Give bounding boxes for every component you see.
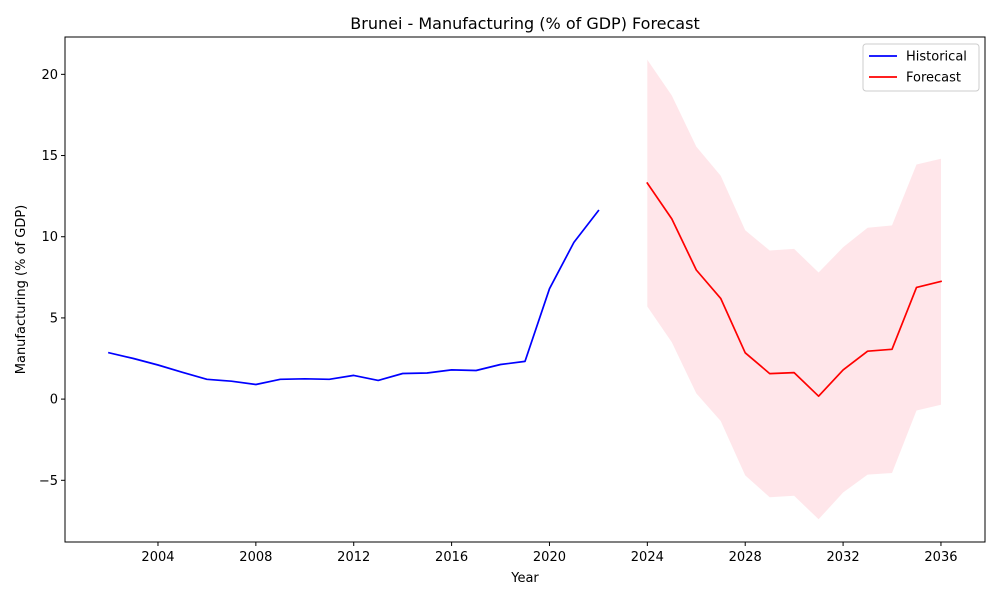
legend: Historical Forecast [862, 43, 980, 92]
x-tick-label: 2036 [924, 550, 957, 565]
y-tick-label: −5 [39, 474, 58, 489]
series-layer [107, 181, 943, 398]
x-tick-label: 2004 [141, 550, 174, 565]
legend-label-historical: Historical [906, 50, 967, 65]
x-tick-label: 2028 [729, 550, 762, 565]
forecast-confidence-band [647, 59, 941, 520]
x-tick-label: 2016 [435, 550, 468, 565]
y-axis: −5 0 5 10 15 20 [39, 68, 65, 489]
y-tick-label: 0 [50, 393, 58, 408]
x-tick-label: 2020 [533, 550, 566, 565]
x-tick-label: 2032 [827, 550, 860, 565]
y-axis-label: Manufacturing (% of GDP) [14, 205, 29, 374]
confidence-band-layer [647, 59, 941, 520]
chart-title: Brunei - Manufacturing (% of GDP) Foreca… [350, 14, 699, 33]
x-tick-label: 2012 [337, 550, 370, 565]
y-tick-label: 10 [41, 230, 58, 245]
x-tick-label: 2008 [239, 550, 272, 565]
series-line-historical [107, 209, 600, 386]
y-tick-label: 20 [41, 68, 58, 83]
y-tick-label: 15 [41, 149, 58, 164]
x-axis: 2004 2008 2012 2016 2020 2024 2028 2032 2036 [141, 542, 958, 565]
x-axis-label: Year [510, 571, 539, 586]
legend-label-forecast: Forecast [906, 71, 961, 86]
y-tick-label: 5 [50, 311, 58, 326]
x-tick-label: 2024 [631, 550, 664, 565]
series-line-forecast [646, 181, 943, 398]
plot-frame [64, 36, 986, 543]
